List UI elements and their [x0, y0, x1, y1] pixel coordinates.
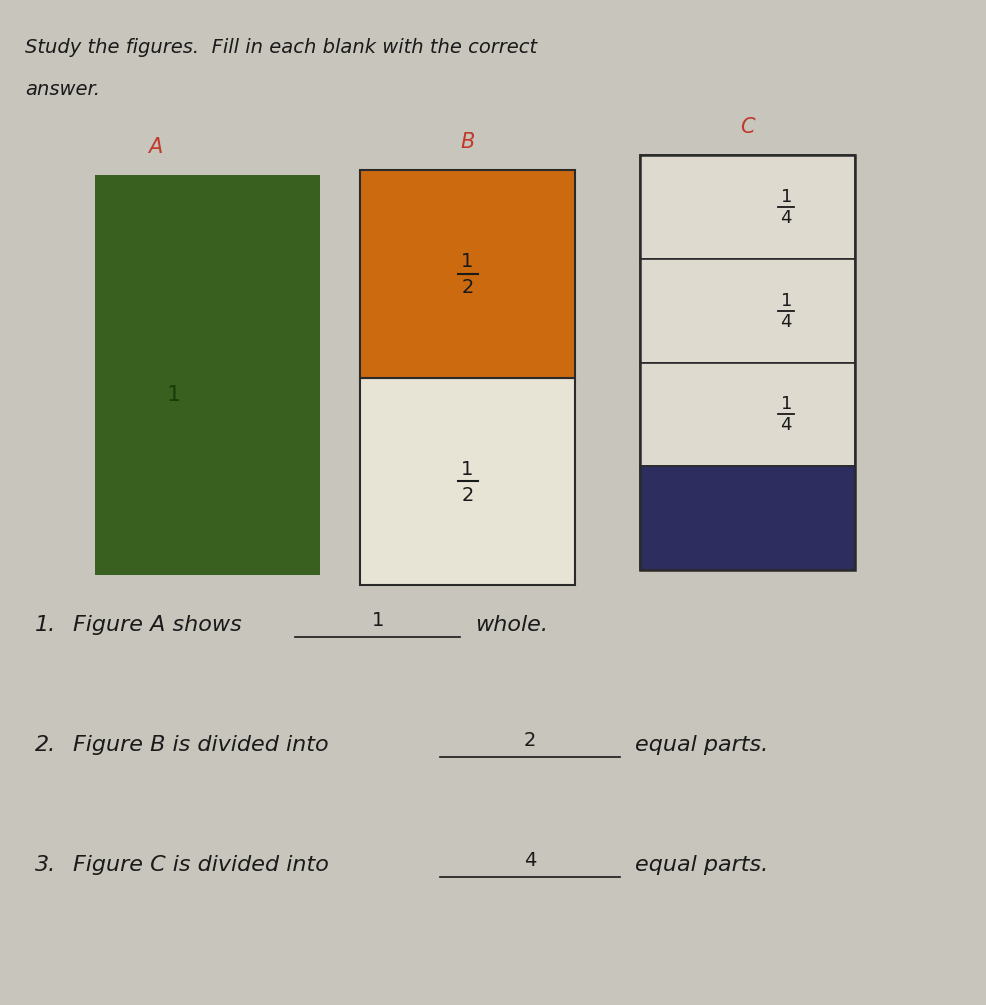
Text: B: B	[460, 132, 474, 152]
Text: 1: 1	[781, 188, 792, 206]
Bar	[640, 258, 855, 363]
Text: 2: 2	[524, 731, 536, 750]
Bar	[640, 155, 855, 258]
Text: 4: 4	[781, 209, 792, 227]
Text: 4: 4	[781, 313, 792, 331]
Text: 1: 1	[781, 291, 792, 310]
Text: 3.: 3.	[35, 855, 56, 875]
Bar	[360, 170, 575, 378]
Text: Figure C is divided into: Figure C is divided into	[73, 855, 329, 875]
Text: equal parts.: equal parts.	[635, 855, 768, 875]
Text: 1: 1	[781, 395, 792, 413]
Text: 1: 1	[461, 459, 473, 478]
Text: 4: 4	[524, 850, 536, 869]
Bar	[640, 466, 855, 570]
Text: 1.: 1.	[35, 615, 56, 635]
Bar	[640, 155, 855, 570]
Text: 1: 1	[167, 385, 180, 405]
Text: 2: 2	[461, 278, 473, 297]
Text: answer.: answer.	[25, 80, 100, 99]
Text: 2: 2	[461, 485, 473, 505]
Text: 1: 1	[461, 252, 473, 271]
Text: C: C	[740, 117, 755, 137]
Text: Figure B is divided into: Figure B is divided into	[73, 735, 328, 755]
Bar	[360, 378, 575, 585]
Text: whole.: whole.	[475, 615, 548, 635]
Text: Study the figures.  Fill in each blank with the correct: Study the figures. Fill in each blank wi…	[25, 38, 537, 57]
Bar	[640, 363, 855, 466]
Text: A: A	[148, 137, 162, 157]
Text: 4: 4	[781, 416, 792, 434]
Text: Figure A shows: Figure A shows	[73, 615, 242, 635]
Text: 2.: 2.	[35, 735, 56, 755]
Text: equal parts.: equal parts.	[635, 735, 768, 755]
Bar	[95, 175, 320, 575]
Text: 1: 1	[372, 610, 385, 629]
